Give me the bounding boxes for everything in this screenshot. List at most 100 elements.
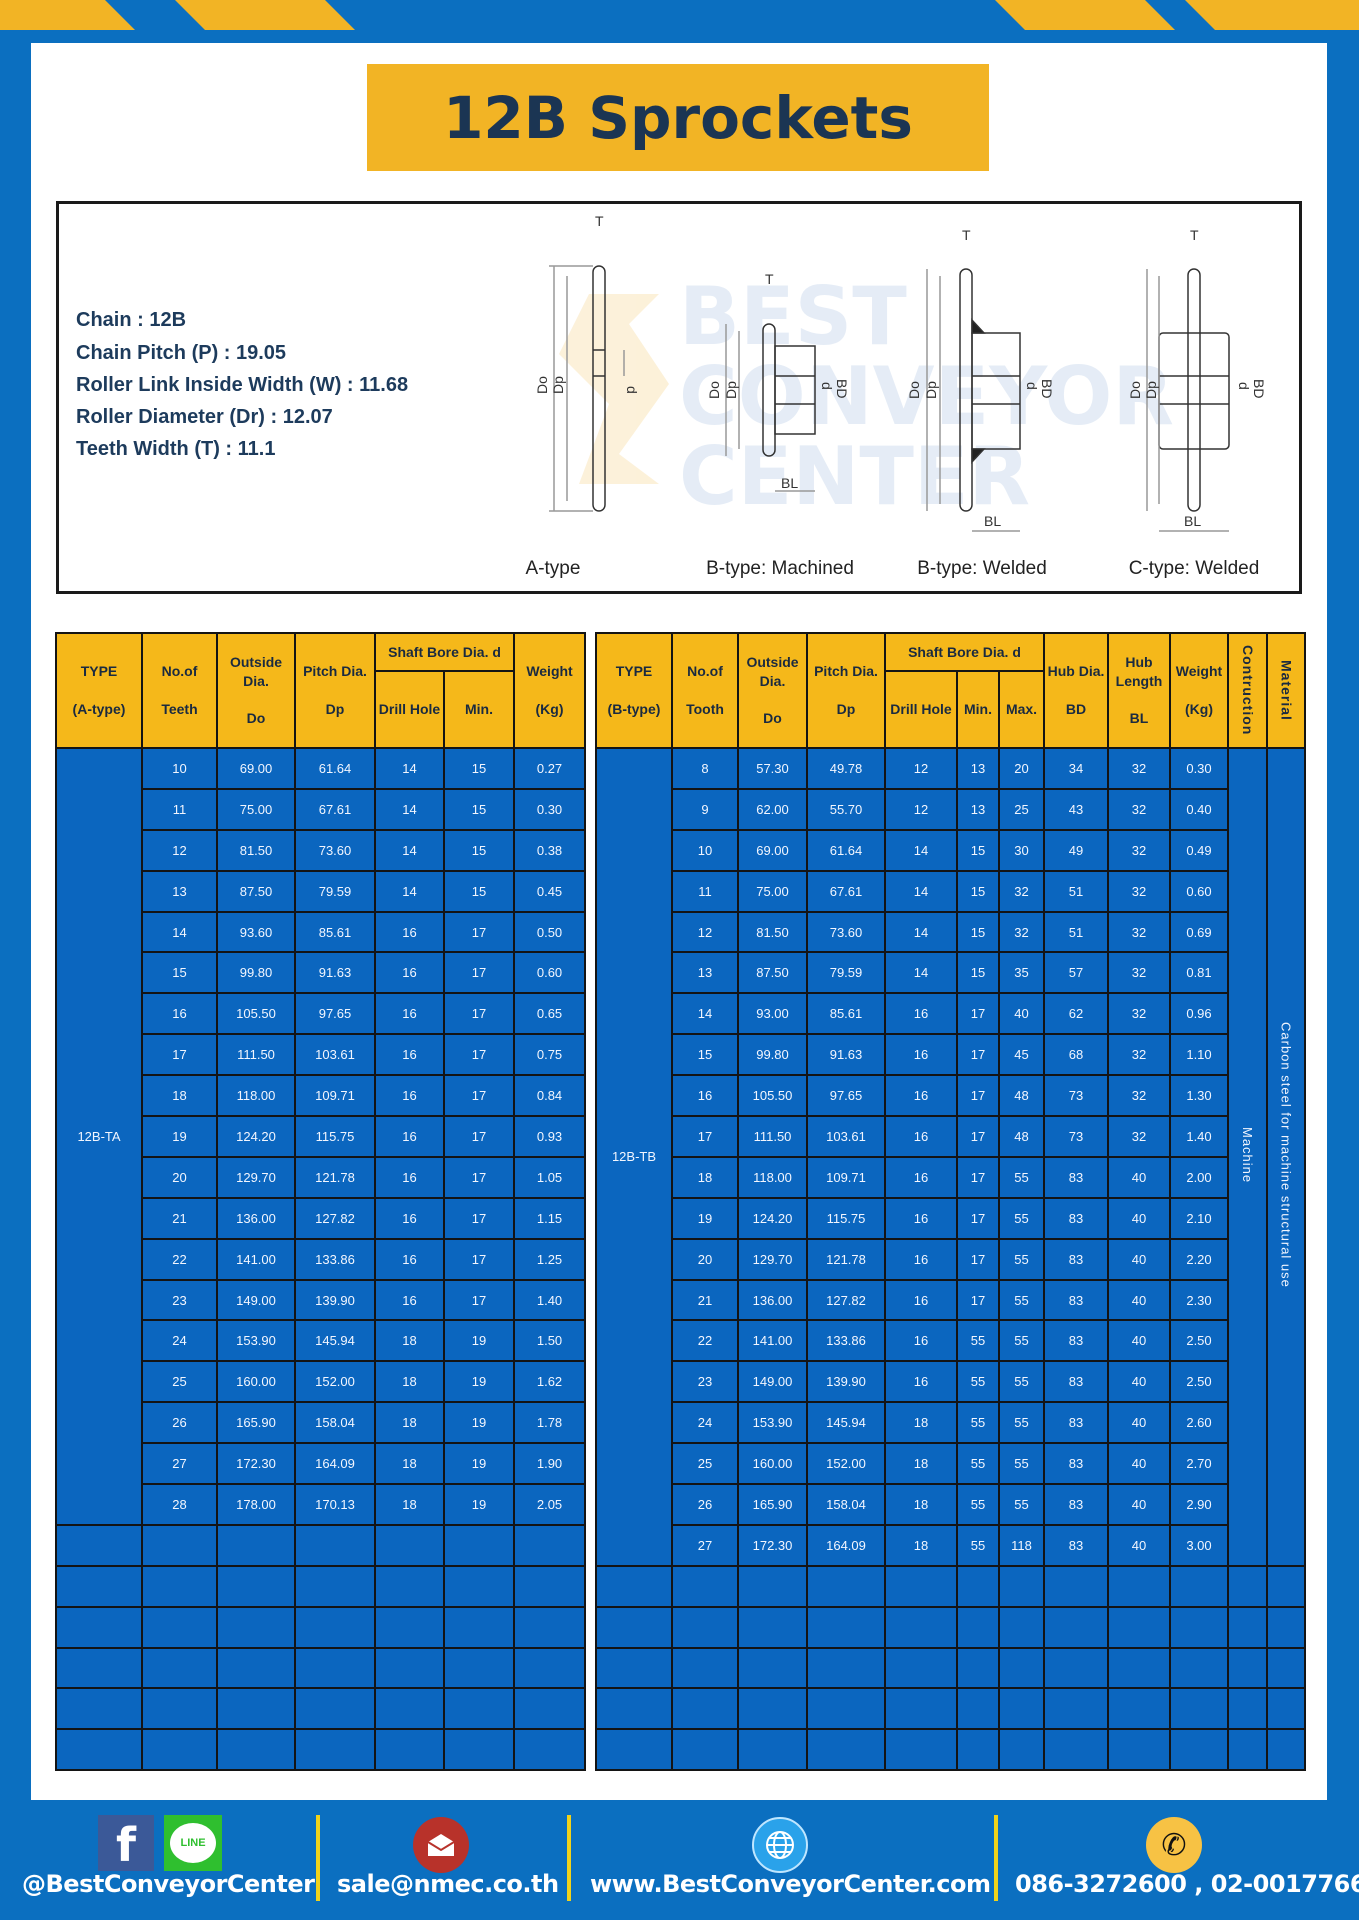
empty-cell (1107, 1646, 1171, 1690)
empty-cell (806, 1728, 886, 1772)
website-link[interactable]: www.BestConveyorCenter.com (590, 1870, 991, 1898)
empty-cell (806, 1564, 886, 1608)
type-captions: A-type B-type: Machined B-type: Welded C… (526, 558, 1260, 579)
cell-weight: 1.40 (513, 1278, 587, 1322)
cell-weight: 2.50 (1169, 1360, 1229, 1404)
cell-drill-hole: 18 (884, 1483, 958, 1526)
cell-drill-hole: 18 (884, 1523, 958, 1567)
cell-teeth: 18 (671, 1155, 739, 1199)
table-row: 25 160.00 152.00 18 19 1.62 (56, 1360, 587, 1404)
cell-bore-max: 48 (998, 1074, 1045, 1118)
cell-teeth: 23 (671, 1360, 739, 1404)
cell-outside-dia: 118.00 (216, 1074, 296, 1118)
cell-hub-length: 40 (1107, 1401, 1171, 1445)
cell-outside-dia: 165.90 (737, 1483, 808, 1526)
label-dp: Dp (923, 381, 939, 399)
empty-cell (998, 1687, 1045, 1731)
table-row: 11 75.00 67.61 14 15 32 51 32 0.60 (596, 869, 1305, 913)
cell-outside-dia: 172.30 (216, 1442, 296, 1486)
empty-cell (884, 1564, 958, 1608)
caption-c-welded: C-type: Welded (1129, 558, 1260, 579)
cell-teeth: 26 (671, 1483, 739, 1526)
cell-weight: 1.62 (513, 1360, 587, 1404)
cell-teeth: 19 (671, 1196, 739, 1240)
cell-outside-dia: 87.50 (737, 951, 808, 995)
email-icon[interactable] (413, 1817, 469, 1873)
cell-hub-length: 32 (1107, 910, 1171, 954)
empty-cell (884, 1687, 958, 1731)
table-row: 22 141.00 133.86 16 17 1.25 (56, 1237, 587, 1281)
cell-pitch-dia: 121.78 (806, 1237, 886, 1281)
email-link[interactable]: sale@nmec.co.th (337, 1870, 559, 1898)
cell-bore-max: 32 (998, 869, 1045, 913)
line-icon[interactable]: LINE (164, 1815, 222, 1871)
cell-bore-min: 17 (956, 1115, 1000, 1158)
type-cell: 12B-TA (55, 747, 143, 1526)
cell-teeth: 22 (141, 1237, 218, 1281)
table-row: 20 129.70 121.78 16 17 1.05 (56, 1155, 587, 1199)
empty-cell (595, 1728, 673, 1772)
table-row: 24 153.90 145.94 18 19 1.50 (56, 1319, 587, 1363)
empty-cell (442, 1646, 516, 1690)
cell-drill-hole: 16 (374, 1237, 445, 1281)
cell-bore-min: 19 (442, 1360, 516, 1404)
cell-bore-min: 13 (956, 787, 1000, 831)
phone-icon[interactable]: ✆ (1146, 1817, 1202, 1873)
sprocket-drawings (549, 265, 1230, 532)
label-bl: BL (781, 475, 798, 491)
header-drill-hole: Drill Hole (374, 670, 445, 749)
cell-weight: 0.49 (1169, 828, 1229, 872)
empty-cell (1043, 1605, 1109, 1649)
cell-hub-length: 32 (1107, 1115, 1171, 1158)
cell-hub-length: 40 (1107, 1319, 1171, 1363)
cell-bore-min: 55 (956, 1523, 1000, 1567)
empty-cell (671, 1605, 739, 1649)
cell-bore-max: 35 (998, 951, 1045, 995)
empty-cell (1227, 1605, 1268, 1649)
empty-cell (513, 1646, 587, 1690)
cell-bore-min: 17 (442, 1196, 516, 1240)
spec-pitch: Chain Pitch (P) : 19.05 (76, 342, 286, 364)
cell-teeth: 19 (141, 1115, 218, 1158)
cell-teeth: 17 (141, 1033, 218, 1077)
cell-drill-hole: 18 (374, 1319, 445, 1363)
cell-weight: 2.50 (1169, 1319, 1229, 1363)
table-row: 9 62.00 55.70 12 13 25 43 32 0.40 (596, 787, 1305, 831)
empty-cell (55, 1728, 143, 1772)
empty-cell (1266, 1564, 1306, 1608)
empty-cell (884, 1605, 958, 1649)
cell-bore-min: 17 (442, 1278, 516, 1322)
empty-cell (1043, 1646, 1109, 1690)
caption-a-type: A-type (526, 558, 581, 579)
cell-outside-dia: 75.00 (737, 869, 808, 913)
cell-hub-length: 40 (1107, 1483, 1171, 1526)
material-value: Carbon steel for machine structural use (1278, 1022, 1294, 1289)
cell-drill-hole: 16 (884, 1360, 958, 1404)
cell-bore-max: 55 (998, 1360, 1045, 1404)
cell-teeth: 13 (671, 951, 739, 995)
cell-teeth: 12 (141, 828, 218, 872)
table-row: 20 129.70 121.78 16 17 55 83 40 2.20 (596, 1237, 1305, 1281)
empty-cell (956, 1728, 1000, 1772)
cell-outside-dia: 141.00 (216, 1237, 296, 1281)
globe-icon[interactable] (752, 1817, 808, 1873)
facebook-icon[interactable]: f (98, 1815, 154, 1872)
empty-cell (216, 1523, 296, 1567)
empty-cell (294, 1564, 376, 1608)
cell-drill-hole: 14 (374, 828, 445, 872)
phone-numbers[interactable]: 086-3272600 , 02-0017766 (1015, 1870, 1359, 1898)
table-row: 23 149.00 139.90 16 17 1.40 (56, 1278, 587, 1322)
caption-b-machined: B-type: Machined (706, 558, 854, 579)
cell-outside-dia: 75.00 (216, 787, 296, 831)
cell-drill-hole: 12 (884, 787, 958, 831)
cell-weight: 1.50 (513, 1319, 587, 1363)
cell-bore-max: 118 (998, 1523, 1045, 1567)
empty-cell (216, 1564, 296, 1608)
cell-weight: 1.90 (513, 1442, 587, 1486)
cell-bore-min: 17 (956, 1237, 1000, 1281)
cell-pitch-dia: 79.59 (806, 951, 886, 995)
social-handle[interactable]: @BestConveyorCenter (22, 1870, 315, 1898)
a-type-plate (592, 265, 606, 512)
label-dp: Dp (723, 381, 739, 399)
cell-hub-dia: 51 (1043, 910, 1109, 954)
